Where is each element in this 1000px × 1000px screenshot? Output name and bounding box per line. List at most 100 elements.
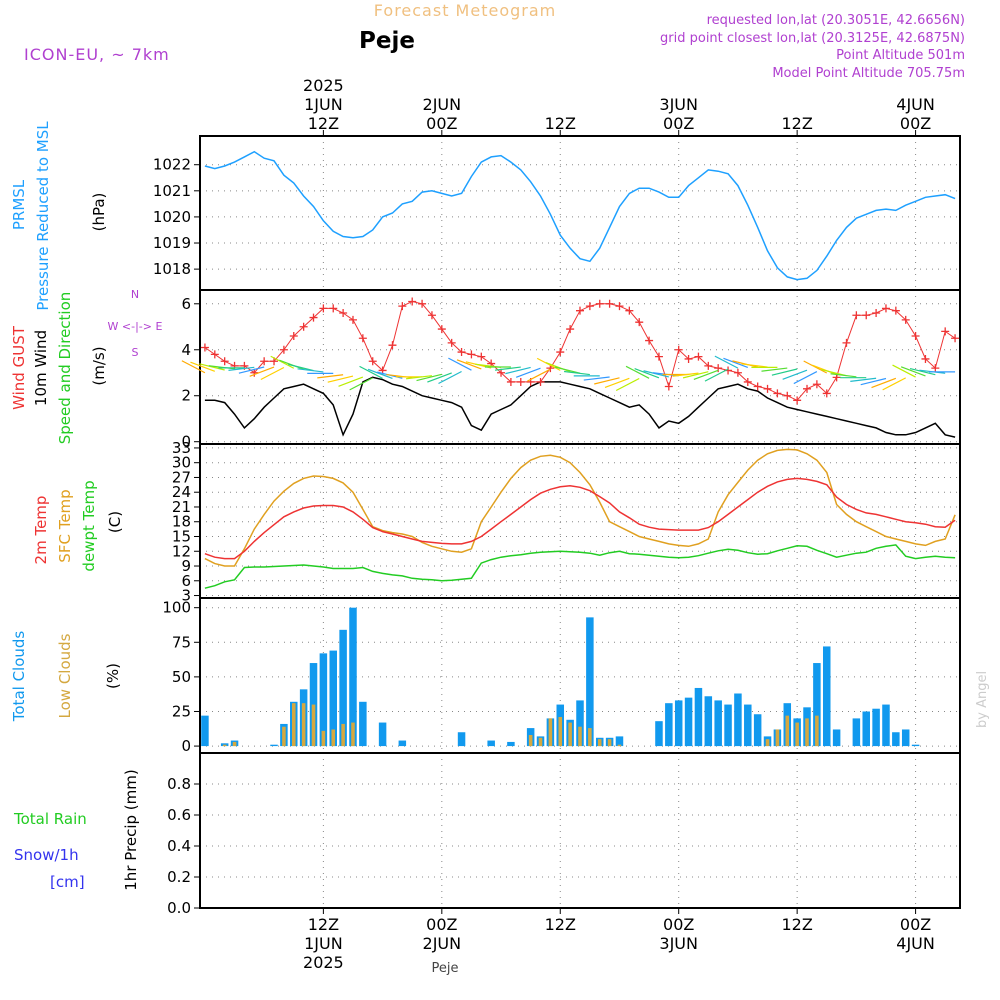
pressure-ytick-label: 1018 [153, 260, 191, 278]
wind-gust-marker [260, 357, 269, 366]
wind-direction-arrow [249, 366, 275, 377]
total-cloud-bar [694, 687, 703, 747]
temp-ytick-label: 21 [172, 498, 191, 516]
wind-direction-arrow [704, 368, 729, 382]
wind-label-10m: 10m Wind [32, 330, 50, 406]
total-cloud-bar [882, 704, 890, 747]
low-cloud-bar [291, 703, 296, 747]
total-cloud-bar [684, 697, 693, 747]
total-cloud-bar [674, 700, 683, 747]
total-cloud-bar [813, 663, 821, 747]
low-cloud-bar [805, 718, 809, 747]
wind-direction-arrow [416, 373, 442, 382]
wind-label-unit: (m/s) [90, 346, 108, 385]
wind-direction-arrow [693, 369, 719, 381]
wind-direction-arrow [505, 366, 531, 375]
wind-direction-arrow [793, 371, 818, 385]
wind-direction-arrow [199, 363, 225, 371]
temp-label-sfc: SFC Temp [56, 489, 74, 562]
wind-gust-marker [822, 389, 831, 398]
total-cloud-bar [704, 696, 713, 747]
wind-gust-marker [250, 368, 259, 377]
wind-gust-marker [862, 311, 871, 320]
wind-gust-marker [901, 315, 910, 324]
low-cloud-bar [301, 703, 306, 747]
info-altitude: Point Altitude 501m [836, 48, 965, 63]
precip-ytick-label: 0.4 [167, 837, 191, 855]
wind-direction-arrow [761, 367, 788, 372]
wind-direction-arrow [260, 366, 285, 381]
top-tick-label: 3JUN [659, 95, 698, 114]
bottom-tick-label: 12Z [781, 915, 812, 934]
low-cloud-bar [321, 730, 326, 747]
top-tick-label: 00Z [426, 114, 457, 133]
wind-gust-marker [684, 354, 693, 363]
clouds-label-total: Total Clouds [10, 631, 28, 723]
wind-gust-marker [467, 350, 476, 359]
wind-gust-marker [329, 304, 338, 313]
top-tick-label: 2JUN [423, 95, 462, 114]
bottom-tick-label: 2025 [303, 953, 344, 972]
wind-direction-arrow [515, 367, 541, 378]
wind-gust-line [204, 300, 956, 401]
temp-label-unit: (C) [106, 511, 124, 533]
wind-gust-marker [753, 382, 762, 391]
pressure-ytick-label: 1022 [153, 156, 191, 174]
wind-direction-arrow [782, 369, 808, 380]
low-cloud-bar [775, 729, 780, 747]
top-tick-label: 12Z [781, 114, 812, 133]
total-cloud-bar [339, 629, 347, 747]
low-cloud-bar [558, 717, 563, 747]
total-cloud-bar [457, 732, 466, 747]
wind-direction-arrow [367, 368, 393, 380]
wind-gust-marker [536, 377, 545, 386]
total-cloud-bar [319, 653, 328, 747]
pressure-ytick-label: 1021 [153, 182, 191, 200]
wind-gust-marker [299, 322, 308, 331]
wind-ytick-label: 2 [181, 387, 191, 405]
wind-direction-arrow [448, 357, 472, 371]
temp-ytick-label: 18 [172, 513, 191, 531]
wind-gust-marker [645, 336, 654, 345]
total-cloud-bar [576, 700, 584, 747]
low-cloud-bar [222, 744, 227, 747]
wind-gust-marker [881, 304, 890, 313]
wind-gust-marker [773, 389, 782, 398]
wind-direction-arrow [850, 377, 877, 382]
meteogram-subtitle: Forecast Meteogram [374, 1, 556, 20]
precip-axis-label: 1hr Precip (mm) [122, 769, 140, 890]
wind-gust-marker [200, 343, 209, 352]
low-cloud-bar [282, 726, 286, 747]
total-cloud-bar [378, 722, 387, 747]
wind-ytick-label: 6 [181, 295, 191, 313]
wind-direction-arrow [909, 367, 936, 376]
low-cloud-bar [815, 715, 819, 747]
total-cloud-bar [349, 607, 357, 747]
clouds-panel: 0 25 50 75 100 [162, 597, 961, 755]
temp-label-dewpt: dewpt Temp [80, 480, 98, 571]
wind-gust-marker [911, 331, 920, 340]
wind-direction-arrow [615, 377, 640, 392]
wind-gust-marker [388, 341, 397, 350]
total-cloud-bar [862, 711, 870, 747]
wind-gust-marker [210, 350, 219, 359]
low-cloud-bar [578, 726, 582, 747]
wind-direction-arrow [860, 377, 887, 386]
total-cloud-bar [734, 693, 742, 747]
total-cloud-bar [753, 714, 762, 747]
total-cloud-bar [586, 617, 594, 747]
wind-direction-arrow [406, 375, 433, 380]
info-grid-point: grid point closest lon,lat (20.3125E, 42… [660, 31, 965, 46]
wind-direction-arrow [297, 368, 324, 373]
wind-gust-marker [605, 299, 614, 308]
wind-direction-arrow [643, 370, 669, 378]
wind-direction-arrow [871, 377, 897, 389]
top-tick-label: 12Z [545, 114, 576, 133]
temp-2m-line [204, 477, 956, 560]
temp-ytick-label: 12 [172, 542, 191, 560]
total-cloud-bar [852, 718, 861, 747]
wind-direction-arrow [682, 371, 709, 379]
total-cloud-bar [270, 744, 278, 747]
